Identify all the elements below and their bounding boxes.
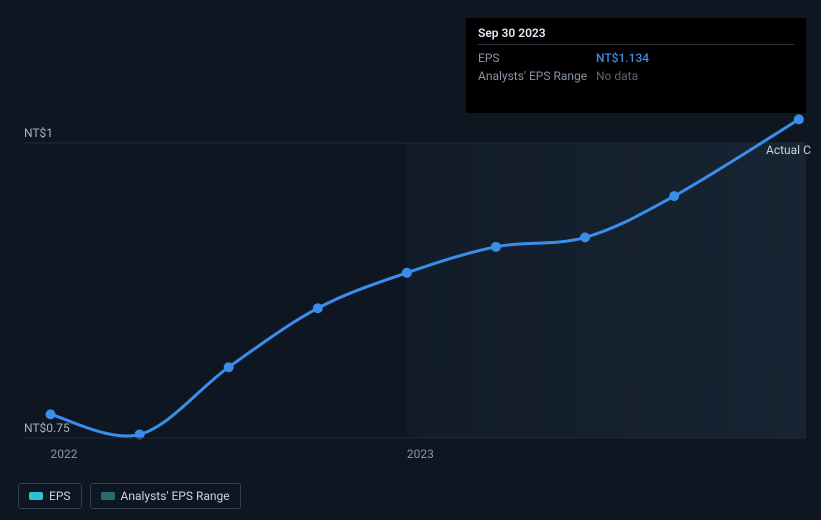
tooltip-date: Sep 30 2023 — [478, 26, 794, 45]
tooltip-label: EPS — [478, 51, 596, 65]
legend-swatch-icon — [101, 492, 115, 500]
tooltip-row-eps: EPS NT$1.134 — [478, 49, 794, 67]
legend-item-range[interactable]: Analysts' EPS Range — [90, 483, 241, 509]
tooltip-value: No data — [596, 69, 638, 83]
tooltip-label: Analysts' EPS Range — [478, 69, 596, 83]
tooltip-row-range: Analysts' EPS Range No data — [478, 67, 794, 85]
legend-label: Analysts' EPS Range — [121, 489, 230, 503]
svg-text:2023: 2023 — [407, 447, 434, 461]
svg-text:NT$1: NT$1 — [24, 126, 53, 140]
legend-swatch-icon — [29, 492, 43, 500]
svg-text:2022: 2022 — [51, 447, 78, 461]
tooltip-value: NT$1.134 — [596, 51, 649, 65]
chart-tooltip: Sep 30 2023 EPS NT$1.134 Analysts' EPS R… — [466, 18, 806, 113]
svg-text:NT$0.75: NT$0.75 — [24, 421, 70, 435]
legend-item-eps[interactable]: EPS — [18, 483, 82, 509]
legend-label: EPS — [49, 489, 71, 503]
svg-text:Actual C: Actual C — [766, 143, 811, 157]
chart-legend: EPS Analysts' EPS Range — [18, 483, 241, 509]
